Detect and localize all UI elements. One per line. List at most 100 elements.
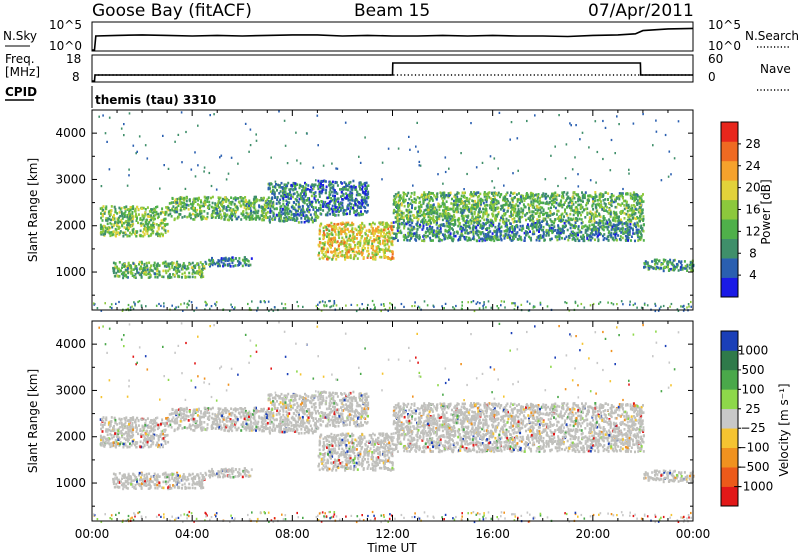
power-cell (585, 203, 588, 207)
power-cell (214, 212, 217, 215)
power-cell (525, 195, 527, 198)
power-cell (424, 231, 427, 235)
power-cell (331, 204, 334, 208)
power-cell (453, 195, 456, 198)
power-cell (353, 237, 356, 240)
power-cell (583, 225, 586, 228)
power-cell (496, 193, 499, 197)
power-cell (405, 208, 408, 212)
power-cell (579, 203, 582, 207)
power-cell (518, 228, 521, 231)
power-cell (291, 218, 294, 222)
power-cell (637, 210, 640, 214)
power-cell (421, 195, 424, 199)
power-cell (341, 250, 344, 253)
power-cell (351, 193, 353, 197)
power-cell (289, 218, 292, 221)
power-cell (452, 207, 455, 210)
power-cell (202, 215, 205, 219)
nsky-line (92, 27, 694, 51)
power-cell (143, 233, 146, 237)
power-cell (495, 233, 498, 237)
power-cell (499, 219, 502, 222)
power-cell (542, 209, 545, 213)
power-cell (175, 263, 178, 267)
power-cell (466, 208, 469, 212)
power-cell (333, 238, 335, 242)
power-cell (335, 181, 338, 184)
power-cell (147, 228, 150, 231)
power-cell (404, 235, 406, 239)
power-cell (536, 198, 539, 201)
power-cell (472, 224, 475, 227)
power-cell (346, 227, 349, 231)
power-cell (232, 259, 235, 262)
power-cell (632, 229, 634, 232)
power-cell (330, 221, 333, 225)
power-cell (397, 223, 399, 226)
power-cell (526, 193, 529, 197)
power-cell (614, 233, 617, 236)
power-cell (269, 210, 272, 213)
power-cell (155, 212, 158, 216)
power-cell (634, 207, 637, 211)
power-cell (124, 210, 127, 213)
power-cell (519, 224, 522, 228)
power-cell (164, 260, 167, 264)
power-cell (191, 203, 194, 206)
power-cell (373, 253, 376, 256)
power-cell (236, 207, 239, 210)
power-cell (629, 214, 632, 218)
power-cell (599, 203, 602, 207)
power-cell (586, 235, 589, 238)
power-cell (165, 271, 168, 275)
power-cell (229, 214, 232, 218)
power-cell (319, 206, 322, 210)
power-cell (415, 234, 417, 238)
power-cell (640, 210, 643, 214)
power-cell (638, 202, 641, 205)
power-cell (635, 225, 637, 229)
power-cell (393, 232, 396, 235)
power-cell (196, 208, 199, 212)
power-cell (374, 229, 377, 232)
power-cell (597, 222, 600, 225)
power-cell (448, 236, 451, 239)
power-cell (618, 192, 621, 195)
power-cell (352, 206, 354, 210)
power-cell (461, 228, 464, 232)
power-cell (432, 221, 435, 224)
power-cell (626, 218, 629, 222)
power-cell (129, 206, 132, 209)
power-cell (574, 221, 577, 224)
power-cell (379, 242, 382, 246)
power-cell (108, 231, 111, 235)
power-cell (403, 234, 406, 237)
power-cell (637, 224, 640, 228)
power-cell (498, 227, 501, 231)
power-cell (320, 182, 322, 186)
power-cell (390, 227, 393, 230)
power-cell (615, 238, 618, 242)
power-cell (500, 204, 503, 208)
power-cell (286, 184, 289, 188)
power-cell (338, 202, 340, 206)
power-cell (540, 228, 543, 232)
power-cell (345, 224, 348, 227)
power-cell (478, 230, 481, 234)
power-cell (181, 276, 183, 279)
power-cell (567, 201, 570, 205)
power-cell (569, 199, 572, 202)
power-cell (597, 202, 600, 206)
power-cell (595, 195, 598, 198)
power-cell (340, 227, 343, 231)
power-cell (391, 250, 394, 254)
power-cell (116, 223, 119, 227)
power-cell (594, 191, 597, 194)
power-cell (521, 215, 524, 219)
power-cell (531, 219, 534, 222)
power-cell (331, 244, 334, 247)
power-cell (170, 215, 173, 218)
power-cell (343, 241, 346, 244)
power-cell (515, 220, 518, 223)
